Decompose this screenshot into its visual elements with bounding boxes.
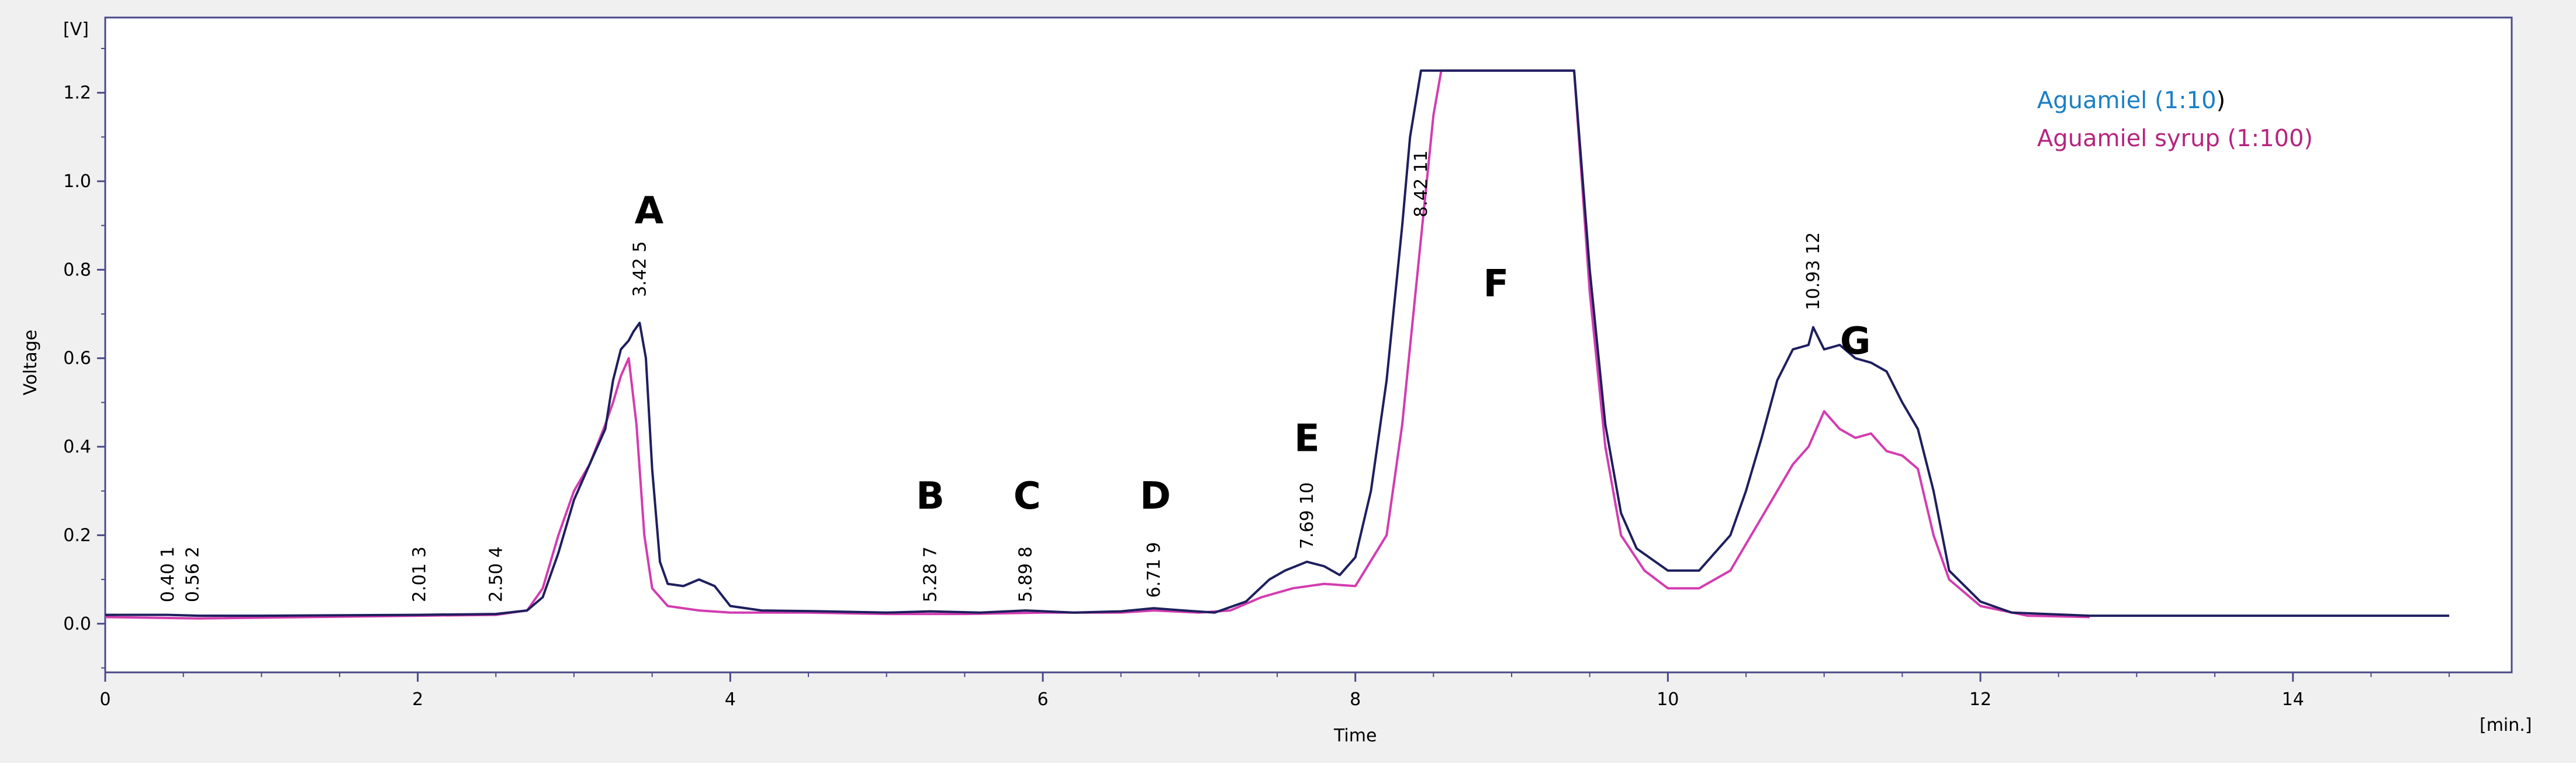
series-aguamiel-line — [105, 69, 2090, 617]
y-tick-label: 1.0 — [63, 171, 91, 192]
y-axis: 0.0 0.2 0.4 0.6 0.8 1.0 1.2 — [63, 47, 105, 669]
y-tick-label: 1.2 — [63, 83, 91, 103]
x-tick-label: 2 — [412, 689, 423, 710]
legend-entry-aguamiel-text: Aguamiel (1:10 — [2037, 87, 2217, 114]
peak-letter-label: A — [635, 189, 664, 233]
plot-area — [104, 16, 2513, 674]
y-tick-label: 0.0 — [63, 614, 91, 634]
legend-entry-aguamiel: Aguamiel (1:10) — [2037, 87, 2225, 114]
x-tick-label: 6 — [1037, 689, 1048, 710]
x-unit-label: [min.] — [2480, 715, 2532, 736]
peak-letter-label: G — [1840, 320, 1871, 363]
series-group — [105, 69, 2450, 620]
x-tick-label: 14 — [2282, 689, 2304, 710]
peak-annotation: 8.42 11 — [1411, 150, 1432, 217]
peak-letter-label: B — [916, 475, 945, 518]
series-aguamiel-syrup-line — [105, 69, 2090, 620]
peak-annotation: 7.69 10 — [1297, 482, 1318, 550]
peak-annotation: 2.50 4 — [486, 547, 506, 602]
peak-annotation: 3.42 5 — [630, 241, 650, 296]
y-tick-label: 0.2 — [63, 525, 91, 546]
annotations: 0.40 1 0.56 2 2.01 3 2.50 4 3.42 5 5.28 7 5.89… — [158, 150, 1871, 602]
y-axis-label: Voltage — [20, 330, 41, 396]
x-tick-label: 8 — [1350, 689, 1361, 710]
peak-annotation: 2.01 3 — [409, 547, 430, 602]
peak-letter-label: F — [1483, 263, 1509, 306]
legend-entry-aguamiel-syrup: Aguamiel syrup (1:100) — [2037, 125, 2313, 152]
peak-letter-label: C — [1014, 475, 1041, 518]
x-tick-label: 10 — [1657, 689, 1679, 710]
x-axis-label: Time — [1333, 726, 1377, 746]
x-axis: 0 2 4 6 8 10 12 14 — [99, 672, 2450, 710]
peak-letter-label: E — [1294, 417, 1320, 461]
y-tick-label: 0.6 — [63, 348, 91, 369]
peak-annotation: 5.28 7 — [921, 547, 941, 602]
y-tick-label: 0.4 — [63, 437, 91, 457]
peak-annotation: 0.56 2 — [183, 547, 203, 602]
x-tick-label: 0 — [99, 689, 110, 710]
x-tick-label: 12 — [1969, 689, 1991, 710]
peak-annotation: 0.40 1 — [158, 547, 178, 602]
peak-annotation: 10.93 12 — [1803, 232, 1824, 310]
legend-entry-aguamiel-paren: ) — [2217, 87, 2226, 114]
peak-letter-label: D — [1140, 475, 1171, 518]
peak-annotation: 6.71 9 — [1144, 542, 1164, 598]
y-unit-label: [V] — [63, 19, 89, 40]
legend: Aguamiel (1:10) Aguamiel syrup (1:100) — [2037, 87, 2313, 152]
peak-annotation: 5.89 8 — [1016, 547, 1036, 602]
x-tick-label: 4 — [725, 689, 736, 710]
y-tick-label: 0.8 — [63, 260, 91, 280]
